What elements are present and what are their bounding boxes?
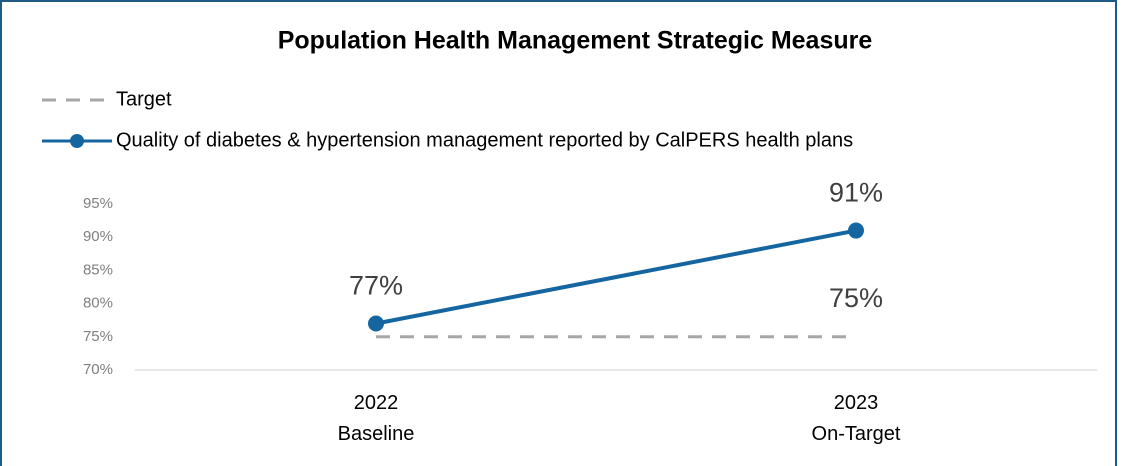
y-tick-label: 90% <box>83 228 113 245</box>
point <box>848 222 864 239</box>
x-tick-label: 2023 On-Target <box>811 392 901 445</box>
y-tick-label: 80% <box>83 295 113 312</box>
point <box>368 315 384 332</box>
data-label: 91% <box>829 178 883 208</box>
chart-title: Population Health Management Strategic M… <box>278 27 873 55</box>
legend-label: Quality of diabetes & hypertension manag… <box>116 129 853 151</box>
y-tick-label: 95% <box>83 195 113 212</box>
y-tick-label: 75% <box>83 328 113 345</box>
series-line <box>375 228 857 326</box>
y-tick-label: 70% <box>83 361 113 378</box>
data-label: 75% <box>829 283 883 313</box>
y-tick-label: 85% <box>83 261 113 278</box>
legend-marker <box>70 134 84 148</box>
x-tick-label: 2022 Baseline <box>337 392 415 445</box>
data-label: 77% <box>349 271 403 301</box>
legend-label: Target <box>116 88 172 110</box>
